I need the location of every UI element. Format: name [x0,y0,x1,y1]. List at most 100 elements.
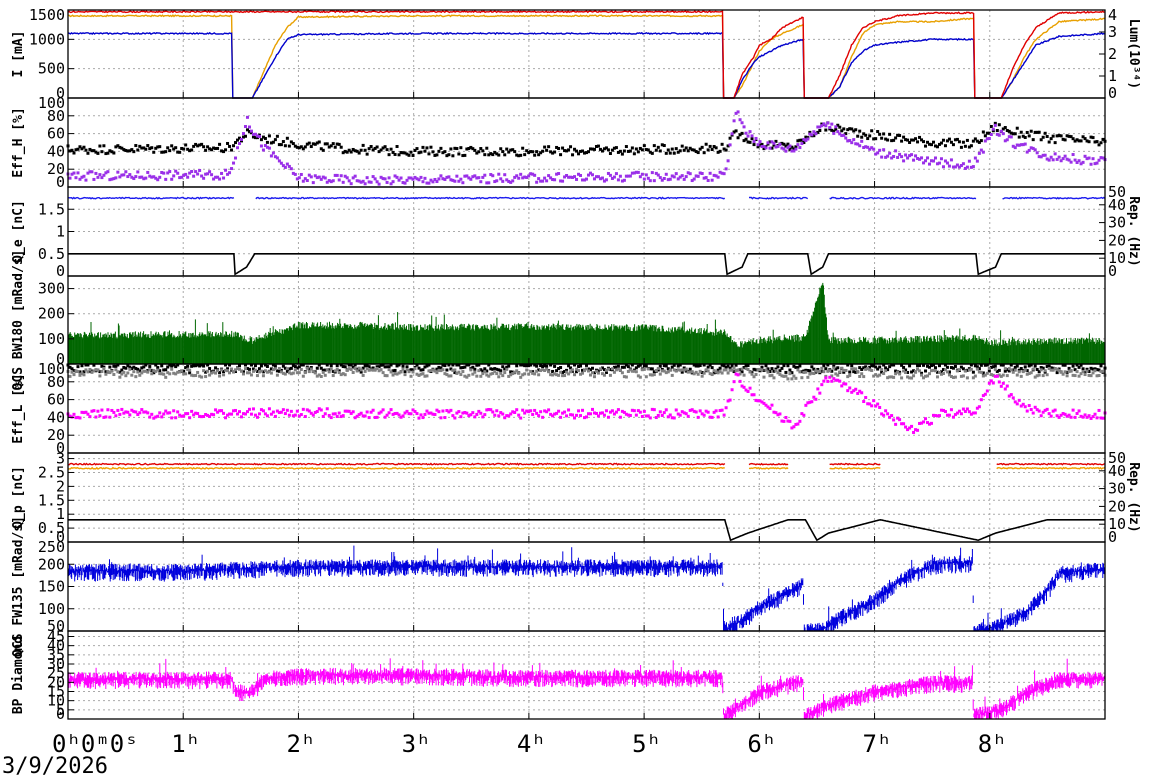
scatter-point [521,408,525,412]
scatter-point [656,368,660,372]
scatter-point [784,374,788,378]
scatter-point [933,156,937,160]
scatter-point [798,419,802,423]
scatter-point [345,409,349,413]
scatter-point [1007,369,1011,373]
scatter-point [902,369,906,373]
scatter-point [471,365,475,369]
scatter-point [116,170,120,174]
scatter-point [90,170,94,174]
scatter-point [884,409,888,413]
scatter-point [479,411,483,415]
scatter-point [363,369,367,373]
scatter-point [579,173,583,177]
scatter-point [447,363,451,367]
scatter-point [389,147,393,151]
scatter-point [152,369,156,373]
scatter-point [908,426,912,430]
scatter-point [419,372,423,376]
scatter-point [537,414,541,418]
scatter-point [138,373,142,377]
scatter-point [640,414,644,418]
scatter-point [1101,137,1105,141]
scatter-point [68,414,72,418]
scatter-point [612,365,616,369]
scatter-point [788,372,792,376]
scatter-point [993,121,997,125]
scatter-point [253,364,257,368]
y-tick-label: 1.5 [38,200,65,218]
scatter-point [511,410,515,414]
scatter-point [1065,370,1069,374]
scatter-point [1003,369,1007,373]
scatter-point [347,148,351,152]
scatter-point [166,171,170,175]
scatter-point [535,369,539,373]
scatter-point [160,364,164,368]
scatter-point [459,177,463,181]
scatter-point [228,144,232,148]
scatter-point [455,371,459,375]
scatter-point [333,369,337,373]
scatter-point [632,369,636,373]
scatter-point [706,369,710,373]
scatter-point [698,171,702,175]
scatter-point [784,370,788,374]
scatter-point [1057,155,1061,159]
scatter-point [224,363,228,367]
scatter-point [959,145,963,149]
scatter-point [772,141,776,145]
scatter-point [648,373,652,377]
scatter-point [626,413,630,417]
scatter-point [96,175,100,179]
scatter-point [559,153,563,157]
scatter-point [1017,370,1021,374]
scatter-point [951,143,955,147]
scatter-point [583,151,587,155]
scatter-point [656,145,660,149]
scatter-point [411,177,415,181]
scatter-point [449,374,453,378]
scatter-point [277,411,281,415]
scatter-point [616,408,620,412]
scatter-point [327,179,331,183]
scatter-point [652,373,656,377]
scatter-point [965,407,969,411]
scatter-point [644,173,648,177]
scatter-point [100,176,104,180]
scatter-point [321,175,325,179]
scatter-point [423,176,427,180]
scatter-point [455,147,459,151]
scatter-point [870,129,874,133]
scatter-point [1005,368,1009,372]
scatter-point [898,370,902,374]
scatter-point [128,149,132,153]
scatter-point [509,412,513,416]
scatter-point [204,370,208,374]
scatter-point [818,391,822,395]
scatter-point [385,365,389,369]
scatter-point [241,372,245,376]
scatter-point [196,412,200,416]
scatter-point [824,374,828,378]
scatter-point [429,369,433,373]
scatter-point [806,369,810,373]
scatter-point [979,148,983,152]
scatter-point [222,411,226,415]
scatter-point [271,368,275,372]
y-tick-label: 0 [56,173,65,191]
scatter-point [80,147,84,151]
scatter-point [710,373,714,377]
scatter-point [347,363,351,367]
scatter-point [742,125,746,129]
scatter-point [405,409,409,413]
scatter-point [132,365,136,369]
scatter-point [285,136,289,140]
scatter-point [351,365,355,369]
scatter-point [190,148,194,152]
scatter-point [351,370,355,374]
scatter-point [790,145,794,149]
scatter-point [1087,414,1091,418]
scatter-point [164,150,168,154]
scatter-point [269,367,273,371]
